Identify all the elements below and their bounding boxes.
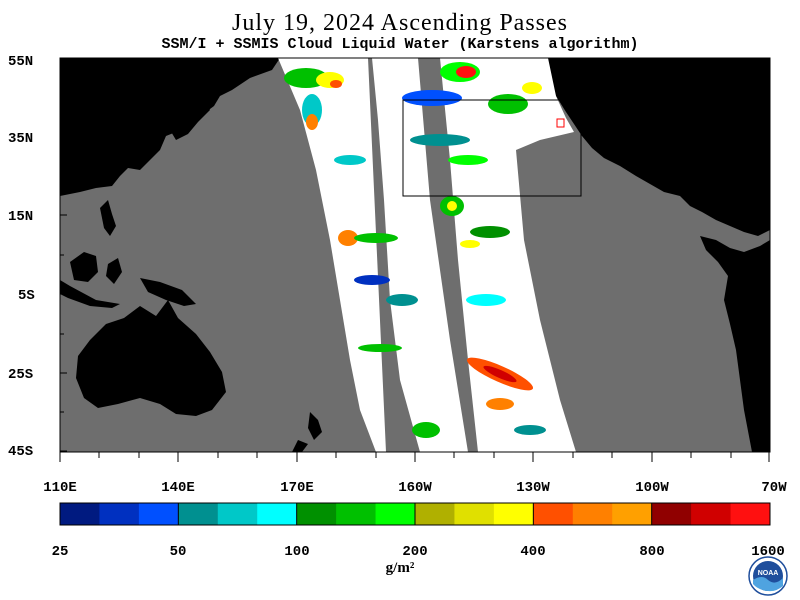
colorbar-segment xyxy=(651,503,692,525)
colorbar-segment xyxy=(178,503,219,525)
lat-label-15n: 15N xyxy=(8,209,33,225)
lat-label-55n: 55N xyxy=(8,54,33,70)
colorbar-segment xyxy=(415,503,455,525)
colorbar xyxy=(60,503,771,525)
colorbar-label-800: 800 xyxy=(639,544,664,560)
lon-label-140e: 140E xyxy=(161,480,195,496)
small-region-box xyxy=(556,118,565,128)
colorbar-segment xyxy=(257,503,298,525)
region-box xyxy=(402,99,582,197)
land-new-zealand-south xyxy=(292,440,308,452)
lon-label-70w: 70W xyxy=(761,480,787,496)
colorbar-segment xyxy=(730,503,771,525)
colorbar-segment xyxy=(533,503,574,525)
land-japan xyxy=(170,98,210,140)
land-philippines xyxy=(100,200,116,236)
colorbar-segment xyxy=(60,503,100,525)
colorbar-segment xyxy=(336,503,377,525)
lon-ticks xyxy=(59,452,770,462)
noaa-logo-text: NOAA xyxy=(758,570,779,577)
land-australia xyxy=(76,300,226,416)
noaa-logo[interactable]: NOAA xyxy=(748,556,788,596)
colorbar-segment xyxy=(375,503,416,525)
lat-label-35n: 35N xyxy=(8,131,33,147)
land-borneo xyxy=(70,252,98,282)
land-central-america xyxy=(700,236,770,452)
lon-label-100w: 100W xyxy=(635,480,669,496)
land-sumatra-java xyxy=(60,280,120,308)
chart-title: July 19, 2024 Ascending Passes xyxy=(232,10,568,36)
colorbar-segment xyxy=(572,503,613,525)
lon-label-110e: 110E xyxy=(43,480,77,496)
colorbar-segment xyxy=(612,503,653,525)
land-north-america xyxy=(548,58,770,236)
colorbar-label-1600: 1600 xyxy=(751,544,785,560)
lon-label-170e: 170E xyxy=(280,480,314,496)
cloud-water-patches xyxy=(284,62,546,438)
colorbar-segment xyxy=(99,503,140,525)
lon-label-130w: 130W xyxy=(516,480,550,496)
colorbar-segment xyxy=(691,503,732,525)
colorbar-border xyxy=(59,502,771,526)
colorbar-segment xyxy=(454,503,495,525)
colorbar-label-25: 25 xyxy=(52,544,69,560)
colorbar-segment xyxy=(493,503,534,525)
lat-label-5s: 5S xyxy=(18,288,35,304)
land-sulawesi xyxy=(106,258,122,284)
land-new-guinea xyxy=(140,278,196,306)
land-new-zealand xyxy=(308,412,322,440)
colorbar-segment xyxy=(217,503,258,525)
lat-label-45s: 45S xyxy=(8,444,33,460)
colorbar-segment xyxy=(296,503,337,525)
colorbar-unit: g/m² xyxy=(385,560,415,576)
lon-label-160w: 160W xyxy=(398,480,432,496)
colorbar-label-50: 50 xyxy=(170,544,187,560)
colorbar-segment xyxy=(138,503,179,525)
land-asia xyxy=(60,58,280,196)
colorbar-label-200: 200 xyxy=(402,544,427,560)
colorbar-label-100: 100 xyxy=(284,544,309,560)
lat-ticks xyxy=(60,57,67,452)
lat-label-25s: 25S xyxy=(8,367,33,383)
chart-subtitle: SSM/I + SSMIS Cloud Liquid Water (Karste… xyxy=(161,36,639,53)
land-cuba xyxy=(700,178,740,194)
swath-2 xyxy=(372,58,468,452)
colorbar-label-400: 400 xyxy=(520,544,545,560)
